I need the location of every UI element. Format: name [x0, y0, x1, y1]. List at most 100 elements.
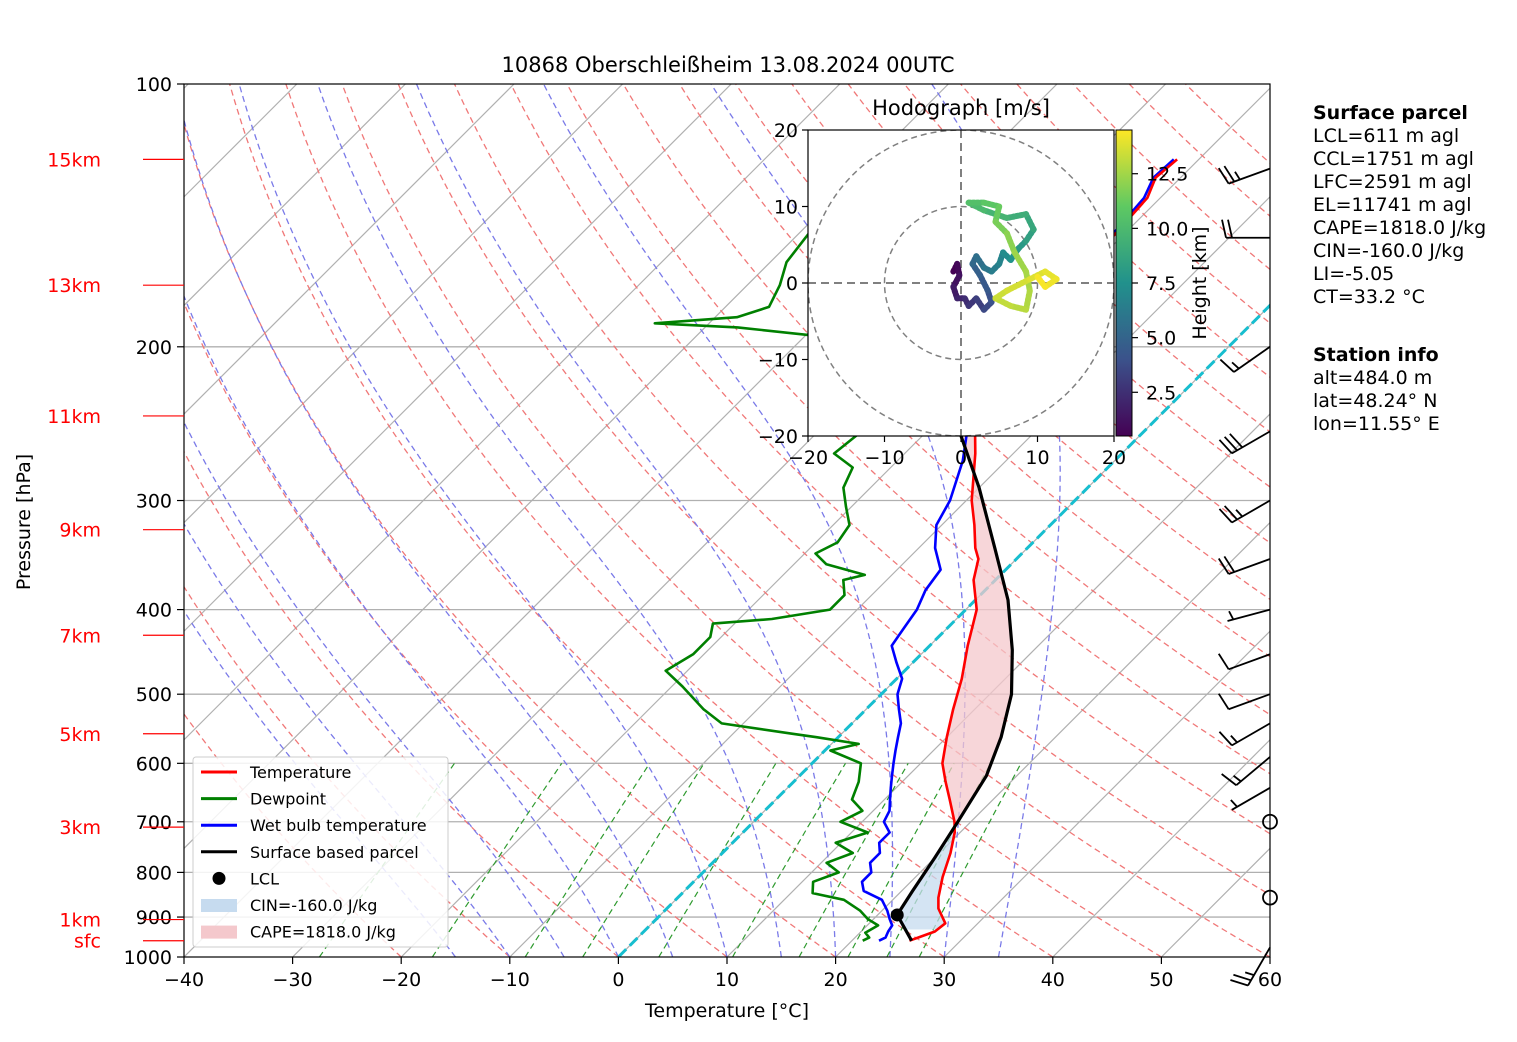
- barb-flag: [1223, 165, 1236, 183]
- isotherm-line: [184, 84, 515, 415]
- dewpoint-line: [653, 158, 890, 942]
- wind-barb: [1262, 889, 1278, 906]
- barb-flag: [1221, 773, 1237, 786]
- parcel-line: CAPE=1818.0 J/kg: [1313, 217, 1487, 239]
- barb-flag: [1219, 358, 1235, 373]
- isotherm-line: [184, 84, 624, 524]
- barb-flag: [1223, 436, 1238, 452]
- parcel-line: CT=33.2 °C: [1313, 286, 1425, 308]
- y-tick-label: 300: [136, 491, 172, 513]
- barb-staff: [1228, 653, 1271, 671]
- wind-barb: [1217, 653, 1271, 671]
- hodograph-colorbar: [1115, 129, 1133, 437]
- moist-adiabat-line: [184, 420, 565, 957]
- station-info-panel: Station info alt=484.0 m lat=48.24° N lo…: [1313, 344, 1440, 436]
- cin-area: [897, 822, 958, 930]
- hodograph-x-tick-label: 20: [1102, 447, 1126, 469]
- mixing-ratio-line: [732, 762, 847, 957]
- isotherm-line: [184, 84, 406, 307]
- barb-flag: [1230, 979, 1249, 987]
- barb-staff: [1231, 787, 1271, 811]
- x-tick-label: 30: [932, 969, 956, 991]
- x-tick-label: 50: [1149, 969, 1173, 991]
- hodograph-x-tick-label: −10: [864, 447, 904, 469]
- barb-staff: [1247, 946, 1271, 986]
- y-tick-label: 900: [136, 907, 172, 929]
- barb-half-flag: [1234, 171, 1241, 181]
- hodograph-y-tick-label: 10: [774, 197, 798, 219]
- moist-adiabat-line: [317, 84, 782, 957]
- wind-barb: [1219, 346, 1271, 373]
- legend-label: Temperature: [249, 763, 351, 782]
- height-tick-label: 11km: [47, 406, 101, 428]
- mixing-ratio-line: [847, 763, 955, 957]
- barb-staff: [1231, 499, 1271, 524]
- wind-barb: [1230, 787, 1271, 811]
- y-axis: 1000 900 800 700 600 500 400 300 200 100: [124, 74, 184, 969]
- barb-flag: [1217, 167, 1230, 185]
- height-tick-label: 5km: [59, 724, 101, 746]
- x-axis-label: Temperature [°C]: [644, 1000, 809, 1022]
- hodograph-y-tick-label: −20: [758, 426, 798, 448]
- wind-barb: [1227, 608, 1271, 622]
- legend-item: Temperature: [201, 763, 351, 782]
- moist-adiabat-line: [238, 84, 728, 957]
- isotherm-line: [835, 521, 1270, 957]
- freezing-isotherm-line: [617, 303, 1270, 957]
- wind-barbs: [1217, 165, 1278, 987]
- hodograph-y-tick-label: −10: [758, 350, 798, 372]
- barb-half-flag: [1230, 734, 1238, 743]
- barb-flag: [1218, 508, 1233, 524]
- legend-label: Wet bulb temperature: [250, 816, 427, 835]
- height-tick-label: 9km: [59, 520, 101, 542]
- barb-half-flag: [1231, 361, 1240, 370]
- barb-flag: [1217, 653, 1230, 670]
- parcel-line: CIN=-160.0 J/kg: [1313, 240, 1465, 262]
- dry-adiabat-line: [184, 121, 836, 957]
- hodograph-x-tick-label: 0: [955, 447, 967, 469]
- isotherm-line: [943, 630, 1270, 957]
- height-tick-label: 3km: [59, 817, 101, 839]
- legend-item: Surface based parcel: [201, 843, 419, 862]
- dry-adiabat-line: [184, 450, 619, 957]
- colorbar-tick-label: 12.5: [1146, 164, 1188, 186]
- y-tick-label: 600: [136, 753, 172, 775]
- surface-parcel-heading: Surface parcel: [1313, 102, 1468, 124]
- wind-barb: [1262, 813, 1278, 830]
- chart-title: 10868 Oberschleißheim 13.08.2024 00UTC: [502, 53, 955, 77]
- barb-half-flag: [1235, 509, 1243, 518]
- colorbar-tick-label: 10.0: [1146, 218, 1188, 240]
- moist-adiabat-line: [543, 84, 894, 957]
- barb-staff: [1228, 167, 1271, 185]
- legend-item: CAPE=1818.0 J/kg: [201, 923, 396, 942]
- legend-label: CAPE=1818.0 J/kg: [250, 923, 396, 942]
- x-axis: −40 −30 −20 −10 0 10 20 30 40 50 60: [164, 957, 1282, 991]
- legend-item: CIN=-160.0 J/kg: [201, 896, 377, 915]
- y-tick-label: 800: [136, 862, 172, 884]
- barb-flag: [1227, 219, 1233, 238]
- wind-barb: [1217, 165, 1271, 185]
- dry-adiabat-line: [341, 84, 1162, 957]
- barb-flag: [1218, 439, 1233, 455]
- colorbar-tick-label: 5.0: [1146, 328, 1176, 350]
- wind-barb: [1218, 722, 1271, 747]
- y-tick-label: 100: [136, 74, 172, 96]
- barb-staff: [1227, 608, 1271, 622]
- hodograph-segment: [1003, 211, 1030, 221]
- height-tick-label: 13km: [47, 275, 101, 297]
- legend-item: LCL: [212, 869, 279, 888]
- barb-flag: [1223, 505, 1238, 521]
- dry-adiabat-line: [510, 84, 1270, 835]
- mixing-ratio-line: [582, 762, 705, 957]
- isotherm-line: [509, 195, 1270, 957]
- x-tick-label: −40: [164, 969, 204, 991]
- barb-flag: [1221, 219, 1227, 238]
- barb-flag: [1233, 973, 1252, 982]
- wind-barb: [1217, 693, 1271, 711]
- parcel-line: LCL=611 m agl: [1313, 125, 1460, 147]
- parcel-line: LI=-5.05: [1313, 263, 1395, 285]
- barb-half-flag: [1228, 610, 1235, 620]
- moist-adiabat-line: [184, 294, 619, 957]
- isotherm-line: [1052, 738, 1270, 957]
